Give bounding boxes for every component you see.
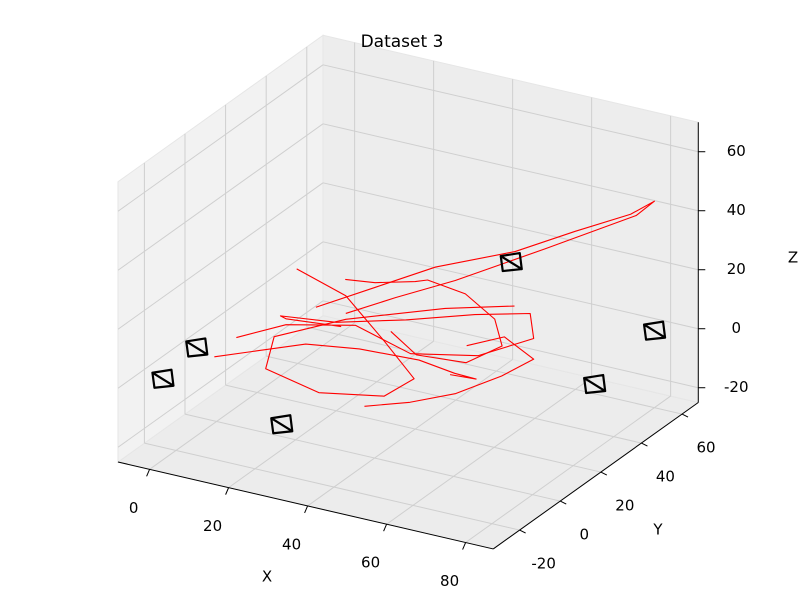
grid-line [228, 340, 434, 489]
y-axis-line [492, 402, 699, 550]
trajectory [364, 336, 535, 407]
axes: 0 20 40 60 80 -20 0 20 40 60 -20 0 20 40 60 [117, 122, 749, 590]
trajectory [315, 200, 655, 314]
x-tick [304, 505, 309, 514]
y-tick [519, 529, 526, 534]
camera [583, 373, 607, 395]
grid-line [465, 395, 671, 543]
y-tick-label: 0 [579, 526, 589, 544]
camera [499, 251, 523, 273]
x-tick [146, 469, 151, 477]
x-tick [462, 542, 467, 550]
z-tick-label: 40 [727, 201, 746, 219]
grid-line [322, 64, 699, 153]
grid [117, 42, 699, 543]
grid-line [307, 359, 513, 507]
grid-line [322, 182, 699, 271]
trajectory [214, 343, 477, 380]
trajectory [345, 278, 503, 364]
z-tick-label: 60 [727, 142, 746, 160]
grid-line [322, 123, 699, 212]
camera [151, 368, 175, 389]
plot-area [151, 200, 667, 435]
grid-line [117, 123, 324, 271]
grid-line [117, 64, 324, 212]
trajectory [265, 268, 515, 397]
x-tick [225, 487, 230, 495]
x-tick-label: 40 [282, 535, 301, 553]
chart-title: Dataset 3 [361, 32, 444, 52]
grid-line [306, 326, 683, 415]
y-tick [681, 413, 689, 418]
grid-line [149, 322, 355, 470]
x-tick-label: 20 [203, 517, 222, 535]
x-tick [383, 524, 388, 532]
z-tick-label: 20 [727, 260, 746, 278]
grid-line [184, 413, 561, 502]
y-tick-label: -20 [531, 555, 556, 573]
grid-line [117, 182, 324, 330]
x-axis-label: X [262, 568, 272, 586]
camera [642, 320, 667, 341]
y-axis-label: Y [652, 521, 663, 539]
x-tick-label: 80 [440, 572, 459, 590]
y-tick-label: 20 [615, 497, 634, 515]
panes [116, 34, 700, 550]
y-tick [560, 500, 567, 505]
y-tick [600, 471, 608, 476]
y-tick [641, 442, 648, 447]
grid-line [322, 241, 699, 330]
grid-line [386, 377, 592, 525]
x-tick-label: 0 [129, 499, 139, 517]
x-axis-line [117, 461, 494, 550]
grid-line [225, 384, 601, 473]
camera [270, 414, 294, 435]
grid-line [266, 355, 642, 444]
x-tick-label: 60 [361, 554, 380, 572]
grid-line [117, 241, 324, 389]
z-tick-label: 0 [732, 319, 742, 337]
camera [185, 337, 209, 358]
y-tick-label: 40 [656, 468, 675, 486]
y-tick-label: 60 [696, 439, 715, 457]
grid-line [144, 442, 520, 531]
z-axis-label: Z [788, 249, 798, 267]
z-tick-label: -20 [724, 378, 749, 396]
trajectory [236, 312, 535, 357]
